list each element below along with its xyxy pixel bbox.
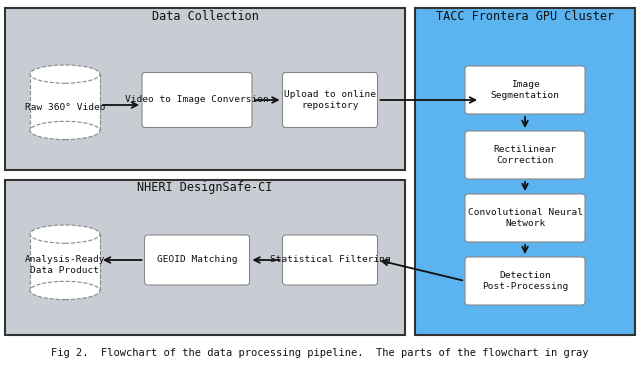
FancyBboxPatch shape bbox=[465, 257, 585, 305]
Text: Image
Segmentation: Image Segmentation bbox=[490, 80, 559, 100]
FancyBboxPatch shape bbox=[465, 194, 585, 242]
Text: Data Collection: Data Collection bbox=[152, 10, 259, 23]
Bar bbox=[5, 180, 405, 335]
Text: GEOID Matching: GEOID Matching bbox=[157, 256, 237, 265]
Text: Raw 360° Video: Raw 360° Video bbox=[25, 104, 105, 112]
FancyBboxPatch shape bbox=[465, 66, 585, 114]
FancyBboxPatch shape bbox=[282, 235, 378, 285]
Text: Statistical Filtering: Statistical Filtering bbox=[269, 256, 390, 265]
Bar bbox=[30, 74, 100, 131]
Text: Video to Image Conversion: Video to Image Conversion bbox=[125, 95, 269, 105]
FancyBboxPatch shape bbox=[465, 131, 585, 179]
FancyBboxPatch shape bbox=[282, 72, 378, 128]
Bar bbox=[5, 8, 405, 170]
FancyBboxPatch shape bbox=[142, 72, 252, 128]
Ellipse shape bbox=[30, 121, 100, 139]
Text: Convolutional Neural
Network: Convolutional Neural Network bbox=[467, 208, 582, 228]
Text: NHERI DesignSafe-CI: NHERI DesignSafe-CI bbox=[138, 181, 273, 194]
Text: Analysis-Ready
Data Product: Analysis-Ready Data Product bbox=[25, 255, 105, 275]
Ellipse shape bbox=[30, 65, 100, 83]
Text: TACC Frontera GPU Cluster: TACC Frontera GPU Cluster bbox=[436, 10, 614, 23]
FancyBboxPatch shape bbox=[145, 235, 250, 285]
Bar bbox=[415, 8, 635, 335]
Ellipse shape bbox=[30, 281, 100, 299]
Ellipse shape bbox=[30, 225, 100, 243]
Text: Rectilinear
Correction: Rectilinear Correction bbox=[493, 145, 557, 165]
Bar bbox=[30, 234, 100, 290]
Text: Fig 2.  Flowchart of the data processing pipeline.  The parts of the flowchart i: Fig 2. Flowchart of the data processing … bbox=[51, 348, 589, 358]
Text: Detection
Post-Processing: Detection Post-Processing bbox=[482, 271, 568, 291]
Text: Upload to online
repository: Upload to online repository bbox=[284, 90, 376, 110]
